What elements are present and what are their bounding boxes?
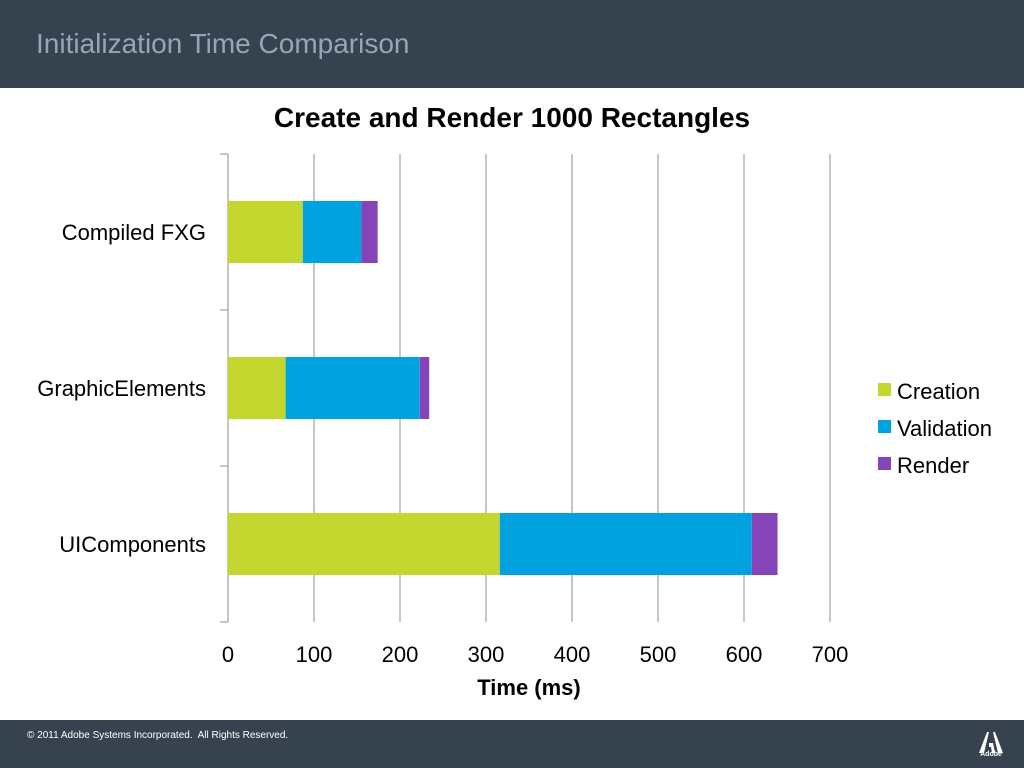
copyright-text: © 2011 Adobe Systems Incorporated. All R…: [27, 730, 289, 741]
slide-header: Initialization Time Comparison: [0, 0, 1024, 88]
legend-label: Render: [897, 453, 969, 478]
legend-swatch: [878, 457, 891, 470]
slide-title: Initialization Time Comparison: [36, 28, 410, 59]
chart-title: Create and Render 1000 Rectangles: [273, 102, 751, 133]
x-tick-label: 700: [812, 642, 849, 667]
category-label: UIComponents: [59, 532, 206, 557]
x-tick-label: 600: [726, 642, 763, 667]
bar-validation: [499, 513, 752, 575]
x-tick-label: 100: [296, 642, 333, 667]
bar-render: [361, 201, 378, 263]
bar-creation: [228, 513, 500, 575]
adobe-logo-icon: [979, 732, 1003, 753]
bar-chart: 0 100 200 300 400 500 600 700 Compiled FXG Graphi…: [37, 153, 992, 700]
bar-creation: [228, 357, 286, 419]
bar-render: [419, 357, 430, 419]
x-axis-title: Time (ms): [477, 675, 581, 700]
bar-validation: [285, 357, 420, 419]
adobe-logo-text: Adobe: [980, 751, 1002, 758]
category-label: GraphicElements: [37, 376, 206, 401]
x-tick-label: 0: [222, 642, 234, 667]
x-tick-label: 200: [382, 642, 419, 667]
legend-swatch: [878, 420, 891, 433]
legend-swatch: [878, 383, 891, 396]
bar-render: [751, 513, 778, 575]
legend-label: Creation: [897, 379, 980, 404]
legend-label: Validation: [897, 416, 992, 441]
slide-footer: © 2011 Adobe Systems Incorporated. All R…: [0, 720, 1024, 768]
x-tick-label: 500: [640, 642, 677, 667]
x-tick-label: 300: [468, 642, 505, 667]
x-tick-label: 400: [554, 642, 591, 667]
bar-creation: [228, 201, 303, 263]
bar-validation: [302, 201, 362, 263]
category-label: Compiled FXG: [62, 220, 206, 245]
